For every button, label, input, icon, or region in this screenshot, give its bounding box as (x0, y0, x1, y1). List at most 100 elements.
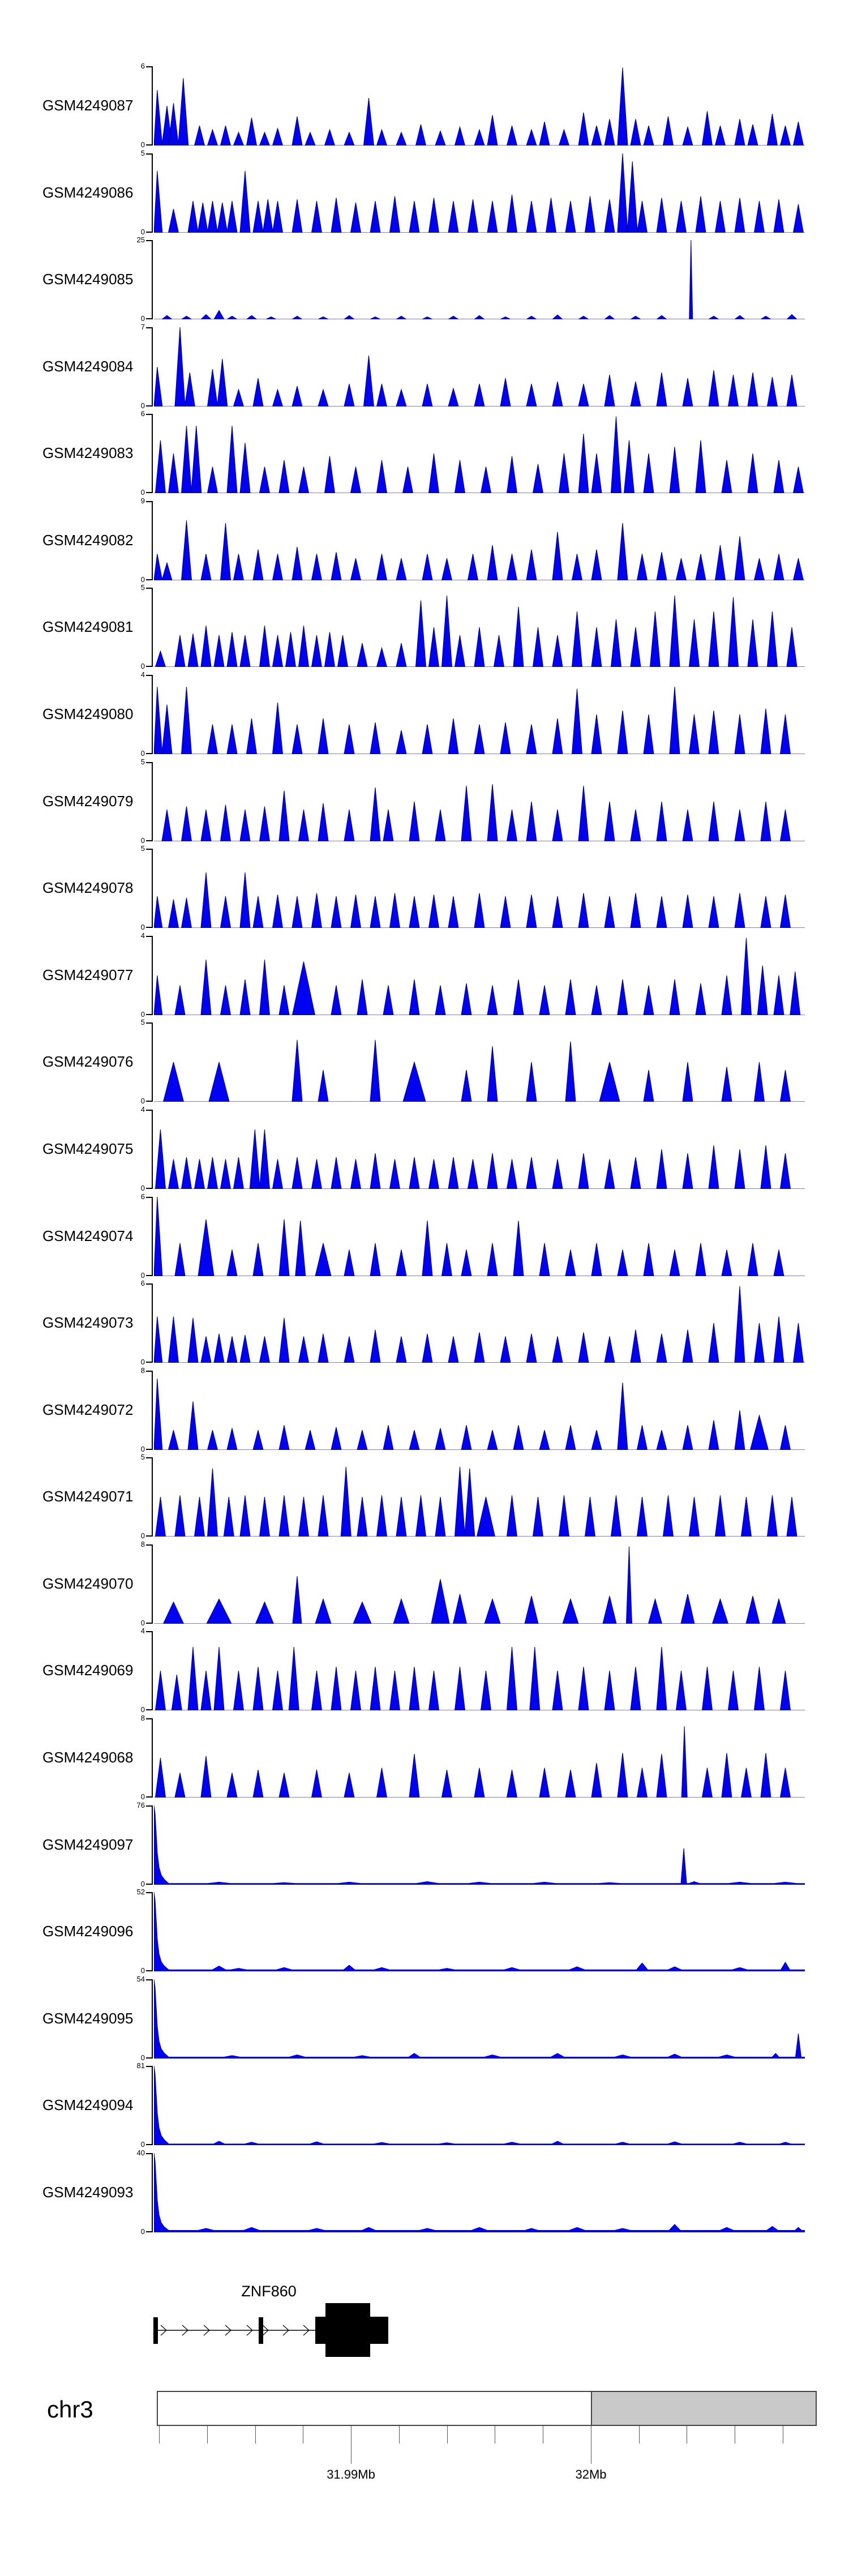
track-label: GSM4249075 (42, 1140, 134, 1157)
signal-area (154, 1197, 805, 1276)
y-axis-min-value: 0 (140, 923, 145, 931)
ruler-minor-tick (639, 2426, 640, 2444)
y-axis-max-value: 4 (140, 1627, 145, 1635)
strand-arrow-icon (282, 2325, 289, 2336)
y-axis-max-value: 7 (140, 323, 145, 331)
track-label: GSM4249078 (42, 879, 134, 896)
y-axis-min-value: 0 (140, 1966, 145, 1975)
y-axis-min-value: 0 (140, 1445, 145, 1453)
strand-arrow-icon (303, 2325, 310, 2336)
track-label: GSM4249085 (42, 271, 134, 288)
signal-area (154, 1378, 805, 1450)
signal-area (154, 938, 805, 1015)
strand-arrow-icon (203, 2325, 210, 2336)
ruler-minor-tick (399, 2426, 400, 2444)
y-axis-max-value: 4 (140, 670, 145, 679)
y-axis-min-value: 0 (140, 1010, 145, 1019)
track-label: GSM4249074 (42, 1227, 134, 1244)
track-label: GSM4249077 (42, 966, 134, 983)
y-axis-max-value: 5 (140, 1453, 145, 1461)
y-axis-max-value: 5 (140, 758, 145, 766)
y-axis (146, 1718, 153, 1798)
chromosome-label: chr3 (47, 2396, 93, 2423)
y-axis-min-value: 0 (140, 1358, 145, 1366)
y-axis (146, 1371, 153, 1450)
y-axis (146, 762, 153, 841)
track-label: GSM4249076 (42, 1053, 134, 1070)
track-label: GSM4249097 (42, 1836, 134, 1853)
y-axis-min-value: 0 (140, 401, 145, 410)
track-label: GSM4249068 (42, 1749, 134, 1766)
track-label: GSM4249071 (42, 1488, 134, 1505)
y-axis-max-value: 52 (136, 1888, 145, 1896)
y-axis-max-value: 54 (136, 1975, 145, 1983)
signal-area (154, 1726, 805, 1798)
y-axis-max-value: 25 (136, 236, 145, 244)
ruler-coordinate-label: 31.99Mb (327, 2467, 375, 2481)
y-axis-max-value: 76 (136, 1801, 145, 1809)
track-label: GSM4249081 (42, 618, 134, 635)
y-axis-min-value: 0 (140, 1705, 145, 1714)
signal-area (154, 1466, 805, 1537)
y-axis (146, 936, 153, 1015)
ruler-minor-tick (255, 2426, 256, 2444)
y-axis-min-value: 0 (140, 488, 145, 497)
y-axis-max-value: 5 (140, 149, 145, 157)
y-axis (146, 1544, 153, 1624)
track-label: GSM4249080 (42, 705, 134, 722)
ruler-minor-tick (159, 2426, 160, 2444)
y-axis-min-value: 0 (140, 2227, 145, 2236)
strand-arrow-icon (182, 2325, 188, 2336)
track-label: GSM4249073 (42, 1314, 134, 1331)
y-axis-min-value: 0 (140, 1097, 145, 1105)
y-axis (146, 1805, 153, 1885)
y-axis-min-value: 0 (140, 575, 145, 584)
y-axis-min-value: 0 (140, 1880, 145, 1888)
y-axis (146, 1197, 153, 1276)
y-axis (146, 849, 153, 928)
y-axis-min-value: 0 (140, 1531, 145, 1540)
signal-area (154, 686, 805, 754)
strand-arrow-icon (160, 2325, 167, 2336)
signal-area (154, 416, 805, 493)
track-label: GSM4249084 (42, 358, 134, 375)
y-axis-max-value: 9 (140, 497, 145, 505)
y-axis (146, 1892, 153, 1971)
y-axis (146, 2153, 153, 2232)
y-axis-max-value: 8 (140, 1714, 145, 1722)
signal-area (154, 595, 805, 667)
gene-model (153, 2303, 388, 2357)
signal-area (154, 1546, 805, 1624)
track-label: GSM4249072 (42, 1401, 134, 1418)
y-axis (146, 1022, 153, 1102)
y-axis (146, 240, 153, 319)
strand-arrow-icon (246, 2325, 253, 2336)
track-label: GSM4249087 (42, 97, 134, 114)
y-axis-min-value: 0 (140, 2140, 145, 2149)
y-axis-min-value: 0 (140, 836, 145, 845)
y-axis-max-value: 6 (140, 1279, 145, 1287)
track-label: GSM4249094 (42, 2096, 134, 2113)
y-axis-min-value: 0 (140, 2053, 145, 2062)
track-label: GSM4249083 (42, 444, 134, 461)
gene-name-label: ZNF860 (241, 2283, 297, 2300)
signal-area (154, 2153, 805, 2232)
y-axis-max-value: 4 (140, 1105, 145, 1114)
strand-arrow-icon (262, 2325, 269, 2336)
y-axis-max-value: 40 (136, 2149, 145, 2157)
ideogram-gray-segment (591, 2391, 817, 2426)
y-axis-min-value: 0 (140, 662, 145, 670)
y-axis (146, 2066, 153, 2145)
signal-area (154, 872, 805, 928)
y-axis (146, 414, 153, 493)
y-axis-min-value: 0 (140, 749, 145, 758)
y-axis-min-value: 0 (140, 140, 145, 149)
y-axis (146, 675, 153, 754)
track-label: GSM4249079 (42, 793, 134, 810)
y-axis-max-value: 5 (140, 844, 145, 853)
y-axis-max-value: 8 (140, 1366, 145, 1375)
signal-area (154, 1805, 805, 1885)
track-label: GSM4249070 (42, 1575, 134, 1592)
y-axis-max-value: 5 (140, 583, 145, 592)
y-axis (146, 1979, 153, 2059)
